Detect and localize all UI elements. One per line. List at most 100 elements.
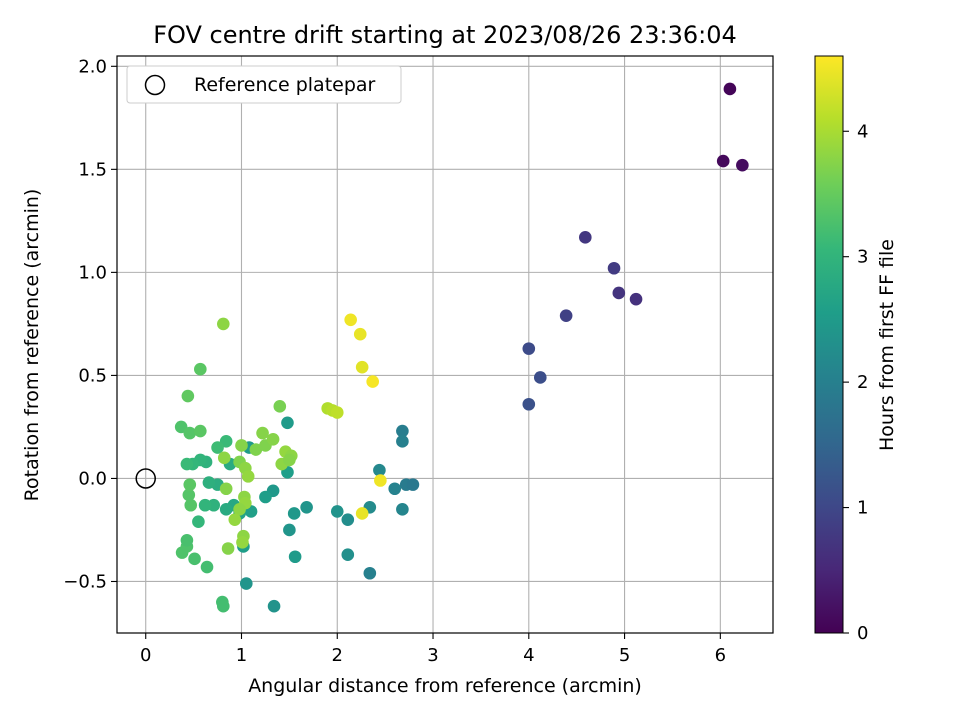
data-point: [221, 542, 235, 555]
data-point: [330, 406, 344, 419]
data-point: [188, 552, 201, 566]
x-axis-label: Angular distance from reference (arcmin): [248, 675, 642, 697]
data-point: [366, 375, 379, 388]
colorbar-gradient: [814, 55, 844, 634]
colorbar-ticks: 0 1 2 3 4: [843, 121, 868, 644]
chart-title: FOV centre drift starting at 2023/08/26 …: [153, 21, 737, 49]
x-tick-label: 0: [140, 645, 151, 666]
data-point: [355, 360, 369, 374]
data-point: [374, 474, 387, 487]
data-point: [184, 498, 198, 512]
data-point: [612, 286, 626, 300]
data-point: [273, 400, 287, 413]
data-point: [219, 503, 233, 516]
colorbar-tick-label: 2: [857, 372, 868, 393]
data-point: [259, 490, 272, 504]
data-point: [202, 476, 216, 489]
x-tick-label: 6: [715, 645, 726, 666]
y-axis-label: Rotation from reference (arcmin): [21, 189, 43, 502]
x-tick-label: 4: [523, 645, 534, 666]
data-point: [287, 507, 301, 520]
data-point: [241, 470, 255, 483]
y-axis-ticks: −0.5 0.0 0.5 1.0 1.5 2.0: [63, 56, 117, 592]
y-tick-label: 1.0: [78, 262, 107, 283]
data-point: [578, 231, 592, 244]
data-point: [236, 536, 249, 549]
data-point: [341, 548, 355, 561]
y-tick-label: 1.5: [78, 159, 107, 180]
data-point: [235, 439, 248, 452]
data-point: [217, 451, 231, 465]
data-point: [180, 457, 194, 471]
data-point: [183, 478, 197, 491]
data-point: [192, 515, 205, 529]
data-point: [716, 154, 730, 168]
data-point: [182, 488, 196, 502]
data-point: [233, 503, 246, 516]
data-point: [200, 560, 214, 574]
grid-lines: [117, 56, 773, 633]
data-point: [198, 498, 212, 512]
data-point: [300, 500, 313, 514]
legend-label: Reference platepar: [194, 74, 376, 96]
data-point: [180, 533, 194, 547]
data-point: [256, 426, 269, 440]
data-point: [239, 577, 253, 590]
legend: Reference platepar: [126, 65, 402, 104]
data-point: [396, 435, 409, 448]
data-point: [217, 317, 230, 331]
data-point: [217, 599, 230, 613]
legend-box: [126, 65, 402, 104]
x-tick-label: 1: [236, 645, 247, 666]
data-point: [363, 566, 377, 580]
data-point: [723, 82, 737, 96]
data-point: [281, 416, 294, 430]
data-point: [194, 424, 207, 438]
data-point: [344, 313, 357, 327]
y-tick-label: −0.5: [63, 571, 107, 592]
data-point: [373, 463, 386, 477]
legend-marker: [144, 74, 166, 96]
data-point: [283, 523, 296, 537]
scatter-points: [174, 82, 749, 613]
colorbar-tick-label: 1: [857, 498, 868, 519]
data-point: [183, 426, 197, 440]
reference-platepar-marker: [135, 468, 156, 489]
x-axis-ticks: 0 1 2 3 4 5 6: [140, 633, 726, 666]
data-point: [406, 478, 420, 491]
data-point: [353, 327, 367, 341]
colorbar-tick-label: 0: [857, 623, 868, 644]
data-point: [219, 482, 233, 496]
data-point: [736, 158, 749, 172]
x-tick-label: 3: [427, 645, 438, 666]
y-tick-label: 2.0: [78, 56, 107, 77]
data-point: [629, 292, 643, 306]
data-point: [355, 507, 369, 520]
data-point: [341, 513, 355, 526]
colorbar: 0 1 2 3 4 Hours from first FF file: [814, 55, 898, 644]
x-tick-label: 5: [619, 645, 630, 666]
data-point: [267, 599, 281, 613]
data-point: [249, 443, 263, 456]
data-point: [181, 389, 195, 403]
data-point: [194, 362, 207, 376]
data-point: [288, 550, 302, 564]
data-point: [522, 397, 536, 411]
data-point: [388, 482, 402, 496]
data-point: [396, 424, 409, 438]
x-tick-label: 2: [332, 645, 343, 666]
plot-area: 0 1 2 3 4 5 6 −0.5 0.0 0.5 1.0 1.5 2.0: [63, 55, 774, 666]
data-point: [266, 432, 280, 446]
data-point: [207, 498, 221, 512]
data-point: [396, 503, 409, 516]
data-point: [522, 342, 536, 355]
data-point: [283, 453, 296, 467]
colorbar-label: Hours from first FF file: [876, 239, 898, 451]
plot-frame: [116, 55, 774, 634]
colorbar-tick-label: 3: [857, 247, 868, 268]
data-point: [228, 513, 242, 526]
data-point: [607, 261, 621, 275]
data-point: [330, 505, 344, 518]
y-tick-label: 0.5: [78, 365, 107, 386]
